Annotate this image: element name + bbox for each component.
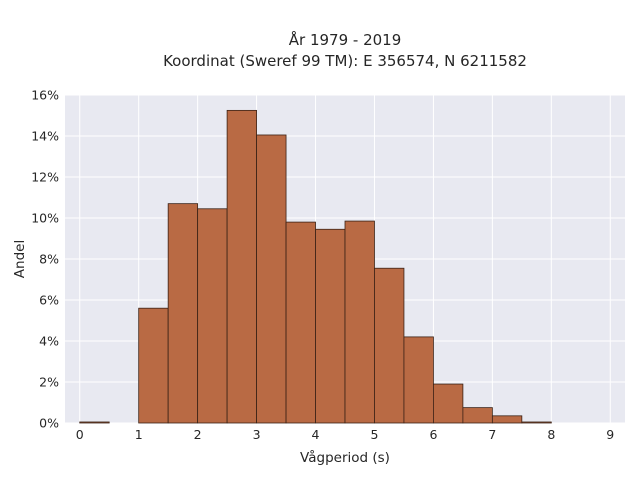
histogram-bar [374,267,405,424]
x-tick-label: 2 [194,427,202,442]
x-tick-label: 6 [429,427,437,442]
histogram-bar [167,203,199,424]
y-axis-label: Andel [12,240,28,278]
y-tick-label: 12% [31,170,59,185]
x-tick-label: 4 [312,427,320,442]
histogram-bar [256,134,287,424]
histogram-bar [403,336,434,424]
x-tick-label: 7 [488,427,496,442]
y-tick-label: 0% [39,416,59,431]
y-axis-ticks: 0% 2% 4% 6% 8% 10% 12% 14% 16% [31,88,59,431]
histogram-bar [433,383,464,424]
chart-title-line-1: År 1979 - 2019 [289,30,402,49]
histogram-bar [462,407,493,424]
histogram-bar [344,220,375,424]
x-tick-label: 3 [253,427,261,442]
x-axis-label: Vågperiod (s) [300,449,390,466]
y-tick-label: 14% [31,129,59,144]
chart-title-line-2: Koordinat (Sweref 99 TM): E 356574, N 62… [163,52,527,70]
x-tick-label: 5 [370,427,378,442]
x-tick-label: 9 [606,427,614,442]
x-tick-label: 0 [76,427,84,442]
y-tick-label: 6% [39,293,59,308]
x-tick-label: 1 [135,427,143,442]
histogram-bar [491,415,523,424]
histogram-bar [138,307,169,424]
y-tick-label: 4% [39,334,59,349]
histogram-bar [197,208,228,424]
histogram-bar [285,221,316,424]
x-tick-label: 8 [547,427,555,442]
y-tick-label: 10% [31,211,59,226]
x-axis-ticks: 0 1 2 3 4 5 6 7 8 9 [76,427,615,442]
y-tick-label: 2% [39,375,59,390]
y-tick-label: 8% [39,252,59,267]
histogram-bar [79,421,110,424]
histogram-bar [226,109,257,424]
histogram-bar [521,421,552,424]
y-tick-label: 16% [31,88,59,103]
histogram-bar [315,228,346,424]
bars [79,109,552,424]
